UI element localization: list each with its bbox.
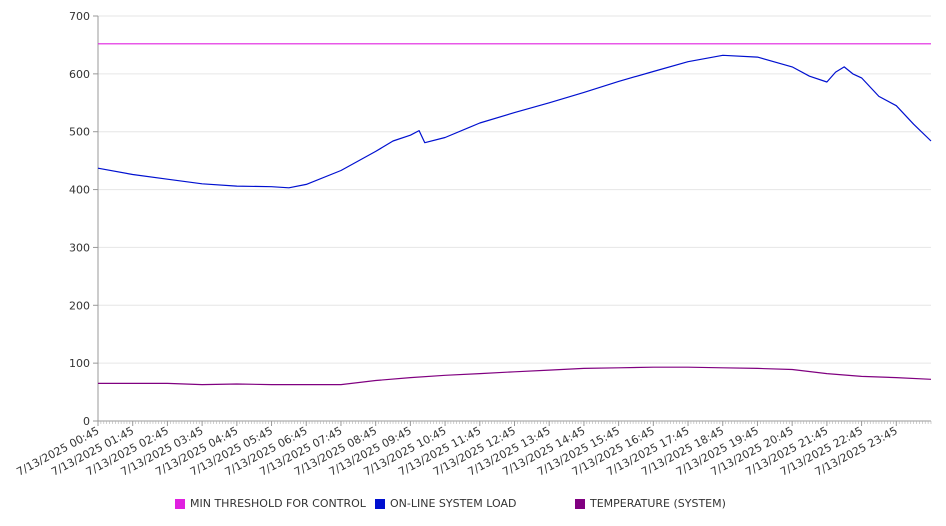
series-lines [97, 43, 932, 386]
legend-label: TEMPERATURE (SYSTEM) [590, 497, 726, 510]
legend-label: MIN THRESHOLD FOR CONTROL [190, 497, 366, 510]
series-line-on-line-system-load [97, 54, 932, 189]
y-tick-label: 400 [69, 184, 90, 197]
y-tick-label: 100 [69, 357, 90, 370]
y-tick-label: 200 [69, 299, 90, 312]
legend-label: ON-LINE SYSTEM LOAD [390, 497, 517, 510]
legend-item-temperature[interactable]: TEMPERATURE (SYSTEM) [575, 497, 726, 510]
legend-swatch [375, 498, 385, 509]
gridlines [98, 15, 931, 364]
legend-swatch [175, 498, 185, 509]
x-axis-ticks: 7/13/2025 00:457/13/2025 01:457/13/2025 … [14, 421, 932, 479]
legend-item-min-threshold[interactable]: MIN THRESHOLD FOR CONTROL [175, 497, 366, 510]
series-line-temperature-system [98, 366, 932, 386]
y-tick-label: 500 [69, 126, 90, 139]
y-tick-label: 300 [69, 241, 90, 254]
y-axis-ticks: 0 100 200 300 400 500 600 700 [69, 10, 98, 428]
y-tick-label: 0 [83, 415, 90, 428]
legend: MIN THRESHOLD FOR CONTROL ON-LINE SYSTEM… [0, 497, 946, 515]
legend-swatch [575, 498, 585, 509]
y-tick-label: 600 [69, 68, 90, 81]
axes [97, 16, 931, 422]
y-tick-label: 700 [69, 10, 90, 23]
legend-item-system-load[interactable]: ON-LINE SYSTEM LOAD [375, 497, 516, 510]
